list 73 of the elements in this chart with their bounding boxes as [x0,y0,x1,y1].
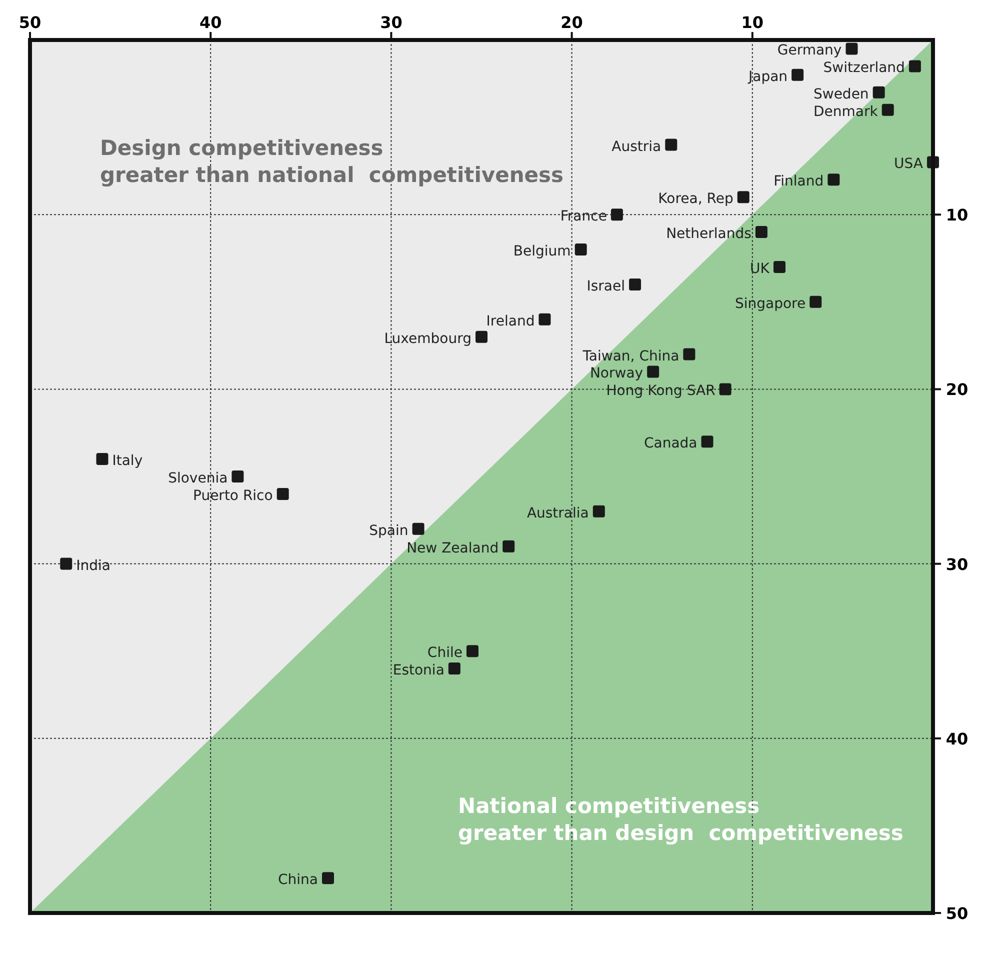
y-tick-label: 10 [946,206,968,225]
annotation: Ireland [486,313,535,330]
annotation: Belgium [513,244,571,260]
annotation: UK [750,260,770,277]
annotation: Australia [526,505,589,522]
y-tick-label: 30 [946,554,968,574]
y-tick-label: 50 [946,904,968,923]
point [60,558,72,570]
point [96,453,108,466]
point [755,226,768,238]
annotation: Luxembourg [384,330,472,347]
point [232,470,244,482]
x-tick-label: 40 [199,13,222,32]
annotation: France [560,208,607,225]
annotation: Austria [612,138,662,155]
annotation: Korea, Rep [658,191,734,208]
x-tick-label: 10 [741,13,764,32]
annotation: Hong Kong SAR [606,383,716,400]
annotation: Singapore [734,296,806,312]
annotation: Spain [369,522,408,539]
point [683,348,696,360]
annotation: National competitiveness greater than design competitiveness [458,794,904,845]
point [810,296,822,308]
point [629,278,642,290]
point [828,174,840,186]
point [872,86,885,98]
annotation: Denmark [813,104,879,120]
point [908,60,921,72]
annotation: USA [894,156,924,172]
x-tick-label: 50 [18,13,42,32]
annotation: Slovenia [168,470,228,486]
point [592,505,605,518]
point [719,383,732,396]
annotation: Switzerland [823,60,905,76]
point [701,436,714,448]
annotation: Canada [644,436,698,452]
annotation: Germany [777,42,842,59]
point [574,244,587,256]
annotation: Estonia [392,662,444,679]
annotation: Italy [112,453,143,470]
point [412,522,424,535]
y-tick-label: 20 [946,380,968,400]
point [665,138,678,151]
annotation: Finland [774,174,824,190]
y-tick-label: 40 [946,729,968,748]
annotation: Puerto Rico [193,488,273,504]
point [538,313,551,326]
point [476,330,488,343]
point [792,68,804,81]
point [466,645,478,658]
point [322,872,334,884]
x-tick-label: 30 [380,13,402,32]
point [647,366,660,378]
annotation: India [76,558,110,574]
x-tick-label: 20 [560,13,583,32]
annotation: Norway [590,366,644,382]
annotation: China [278,872,318,888]
annotation: Design competitiveness greater than national competitiveness [100,136,564,187]
annotation: Sweden [813,86,869,102]
point [610,208,623,221]
point [846,42,858,55]
point [882,104,894,116]
point [276,488,289,500]
annotation: Netherlands [666,226,752,242]
annotation: New Zealand [406,540,499,556]
point [737,191,750,204]
point [773,260,786,273]
annotation: Chile [427,645,462,662]
annotation: Taiwan, China [582,348,680,364]
point [448,662,460,675]
annotation: Israel [586,278,626,294]
annotation: Japan [748,68,788,85]
point [502,540,515,552]
